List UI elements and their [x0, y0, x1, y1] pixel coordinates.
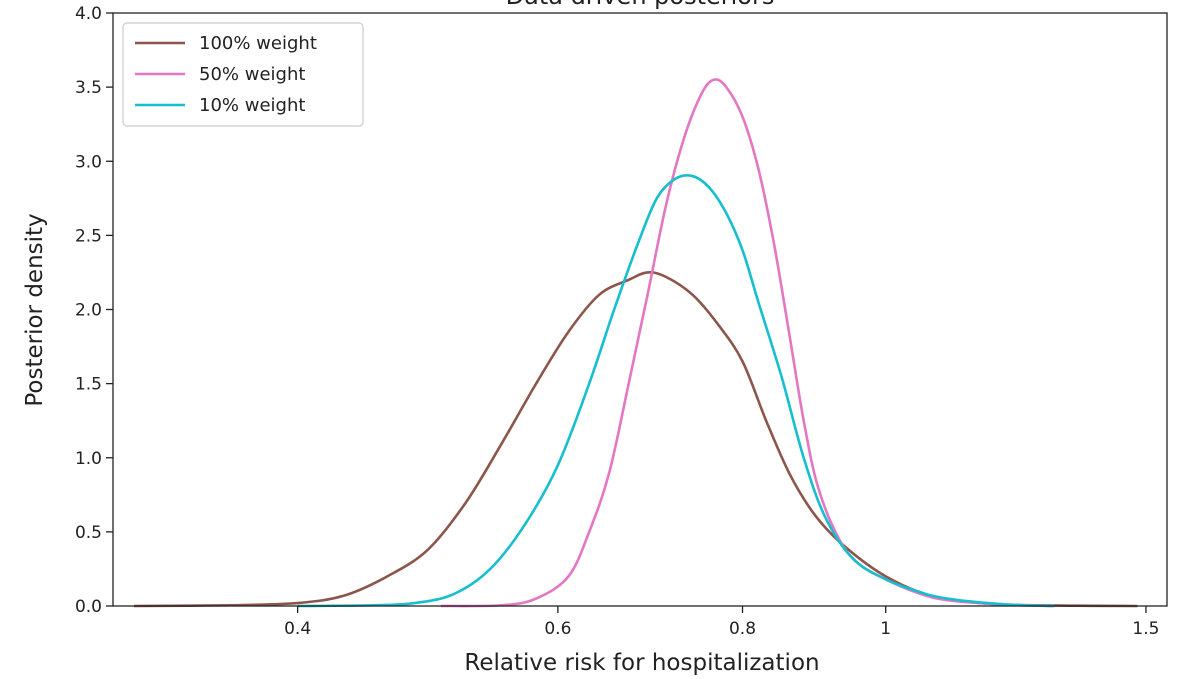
- chart-title: Data driven posteriors: [506, 0, 775, 10]
- y-tick-label: 0.5: [75, 523, 102, 543]
- y-tick-label: 1.5: [75, 375, 102, 395]
- legend-label-1: 100% weight: [199, 33, 317, 54]
- x-tick-label: 0.8: [729, 619, 756, 639]
- series-line-3: [297, 174, 1055, 608]
- x-axis-label: Relative risk for hospitalization: [464, 650, 819, 676]
- legend-label-2: 50% weight: [199, 64, 305, 85]
- series-line-2: [440, 78, 1055, 608]
- x-tick-label: 0.4: [284, 619, 311, 639]
- plot-area: [134, 78, 1138, 608]
- axes: 0.0 0.5 1.0 1.5 2.0 2.5 3.0 3.5 4.0 0.4 0.6 0.8 1 1.5: [75, 4, 1168, 639]
- x-tick-label: 1: [880, 619, 891, 639]
- y-tick-label: 3.5: [75, 78, 102, 98]
- legend: 100% weight 50% weight 10% weight: [122, 22, 364, 127]
- y-axis-label: Posterior density: [22, 213, 48, 406]
- legend-label-3: 10% weight: [199, 95, 305, 116]
- y-tick-label: 3.0: [75, 152, 102, 172]
- y-tick-label: 1.0: [75, 449, 102, 469]
- y-tick-label: 0.0: [75, 597, 102, 617]
- x-tick-label: 0.6: [544, 619, 571, 639]
- y-tick-label: 4.0: [75, 4, 102, 24]
- legend-box: [122, 22, 364, 127]
- series-line-1: [134, 271, 1138, 608]
- y-tick-label: 2.0: [75, 301, 102, 321]
- x-tick-label: 1.5: [1132, 619, 1159, 639]
- y-tick-label: 2.5: [75, 226, 102, 246]
